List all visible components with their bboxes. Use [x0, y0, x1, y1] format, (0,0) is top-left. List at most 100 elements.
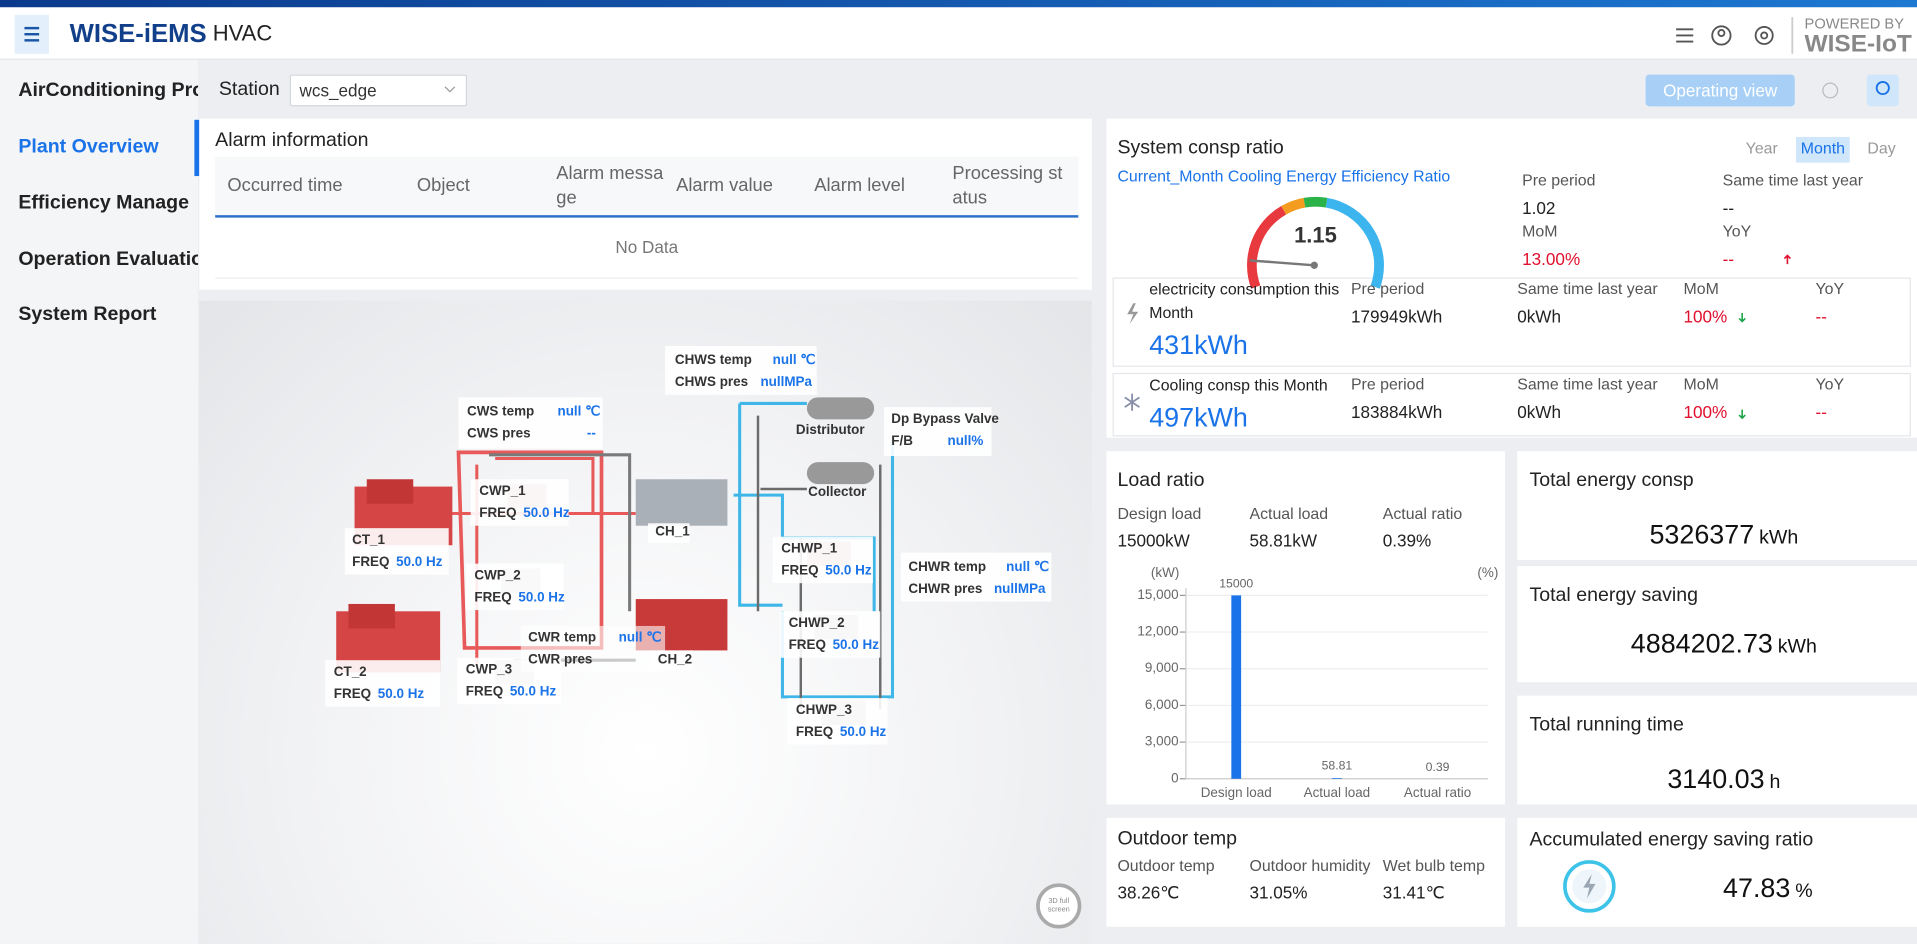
panel-title: Total running time	[1529, 714, 1684, 736]
total-unit: kWh	[1759, 527, 1799, 549]
metric-value: 38.26℃	[1117, 882, 1180, 903]
tag-name: Distributor	[795, 422, 865, 438]
x-tick-label: Design load	[1200, 785, 1272, 801]
gauge	[1247, 196, 1384, 289]
nav-item[interactable]: System Report	[18, 303, 157, 325]
column-header: Alarm message	[556, 163, 664, 208]
tag-name: FREQ	[781, 563, 819, 579]
bar	[1332, 778, 1342, 779]
app-name: HVAC	[212, 21, 273, 46]
label: Pre period	[1350, 279, 1425, 298]
snowflake-icon	[1124, 393, 1140, 411]
panel-title: Outdoor temp	[1117, 828, 1238, 850]
ring-icon	[1563, 860, 1616, 913]
empty-text: No Data	[615, 237, 679, 257]
down-arrow	[1738, 409, 1746, 420]
y-tick-label: 12,000	[1137, 624, 1179, 640]
operating-view-button[interactable]	[1645, 74, 1795, 107]
total-unit: h	[1769, 772, 1781, 794]
y-tick-label: 0	[1171, 771, 1179, 786]
tag-value: null ℃	[772, 353, 816, 368]
panel-title: Load ratio	[1117, 470, 1205, 491]
y-tick-label: 15,000	[1137, 587, 1179, 603]
sidebar	[0, 59, 199, 944]
gauge-pivot	[1310, 261, 1318, 269]
nav-item[interactable]: Operation Evaluatio	[18, 248, 199, 270]
tag-name: F/B	[891, 433, 913, 449]
tab[interactable]: Day	[1867, 138, 1896, 158]
total-value: 4884202.73 kWh	[1631, 627, 1817, 662]
dropdown-arrow	[444, 86, 456, 93]
tag-name: FREQ	[788, 638, 826, 653]
label: MoM	[1522, 221, 1558, 241]
tag-name: FREQ	[352, 554, 390, 570]
tag-boxes	[325, 345, 1052, 745]
logo: WISE-iEMS	[69, 19, 207, 49]
x-tick-label: Actual load	[1303, 785, 1371, 801]
tag-name: CWP_2	[474, 568, 521, 583]
panel-title: Total energy consp	[1529, 470, 1694, 491]
label: Same time last year	[1722, 170, 1864, 189]
fullscreen-label[interactable]: 3D full screen	[1047, 897, 1070, 914]
load-ratio-panel	[1106, 451, 1505, 805]
label: YoY	[1722, 221, 1752, 241]
operating-view[interactable]: Operating view	[1663, 80, 1778, 101]
tab[interactable]: Month	[1800, 138, 1845, 158]
y-tick-label: 3,000	[1144, 734, 1179, 750]
gauge-arc	[1247, 206, 1287, 289]
column-header: Object	[416, 175, 470, 196]
active-tab[interactable]	[1795, 136, 1850, 163]
tab[interactable]: Year	[1745, 138, 1778, 158]
menu-icon	[24, 26, 40, 42]
value-label: 0.39	[1425, 761, 1450, 775]
tag-name: CHWR temp	[908, 559, 987, 575]
value: --	[1722, 249, 1735, 269]
value: 100%	[1683, 306, 1728, 327]
tag-value: 50.0 Hz	[396, 554, 443, 570]
tag-name: FREQ	[795, 724, 834, 740]
y-tick-label: 9,000	[1144, 661, 1179, 676]
total-value: 4884202.73	[1630, 628, 1773, 659]
view-button[interactable]	[1866, 74, 1899, 107]
gauge-arc	[1303, 196, 1328, 208]
nav-item[interactable]: Plant Overview	[18, 136, 159, 158]
value: 13.00%	[1522, 249, 1581, 269]
value: 0kWh	[1517, 306, 1561, 327]
metric-value: 0.39%	[1382, 530, 1432, 551]
total-panel	[1517, 451, 1917, 560]
gauge-arc	[1281, 197, 1306, 215]
axis-unit: (kW)	[1150, 565, 1180, 581]
station-select[interactable]	[289, 74, 468, 107]
label: Pre period	[1350, 374, 1425, 394]
metric-label: Outdoor humidity	[1249, 856, 1371, 875]
tag-name: FREQ	[465, 684, 504, 700]
tag-value: 50.0 Hz	[523, 505, 570, 521]
gauge-arc	[1325, 197, 1384, 289]
tag-value: 50.0 Hz	[839, 724, 887, 740]
value: --	[1722, 197, 1735, 218]
value: 179949kWh	[1350, 306, 1443, 327]
label: MoM	[1683, 279, 1719, 298]
tag-value: 50.0 Hz	[825, 563, 872, 579]
value: 100%	[1683, 402, 1728, 422]
value: --	[1815, 402, 1827, 422]
fullscreen-button[interactable]	[1036, 883, 1082, 929]
tag-name: CWR pres	[528, 652, 593, 668]
label: Pre period	[1522, 170, 1596, 189]
label: YoY	[1815, 374, 1845, 394]
tag-name: FREQ	[479, 505, 517, 521]
nav-item[interactable]: AirConditioning Pro	[18, 80, 199, 101]
total-value: 5326377 kWh	[1649, 518, 1798, 553]
value: 183884kWh	[1350, 402, 1443, 422]
total-panel	[1517, 566, 1917, 683]
gauge-needle	[1249, 259, 1315, 267]
header-icons	[1676, 17, 1794, 54]
panel-title: Total energy saving	[1529, 585, 1698, 606]
metric-label: Wet bulb temp	[1382, 856, 1485, 875]
tag-value: null ℃	[1006, 559, 1049, 575]
metric-value: 31.41℃	[1382, 882, 1445, 903]
metric-label: Design load	[1117, 504, 1202, 523]
nav-item[interactable]: Efficiency Manage	[18, 192, 190, 214]
